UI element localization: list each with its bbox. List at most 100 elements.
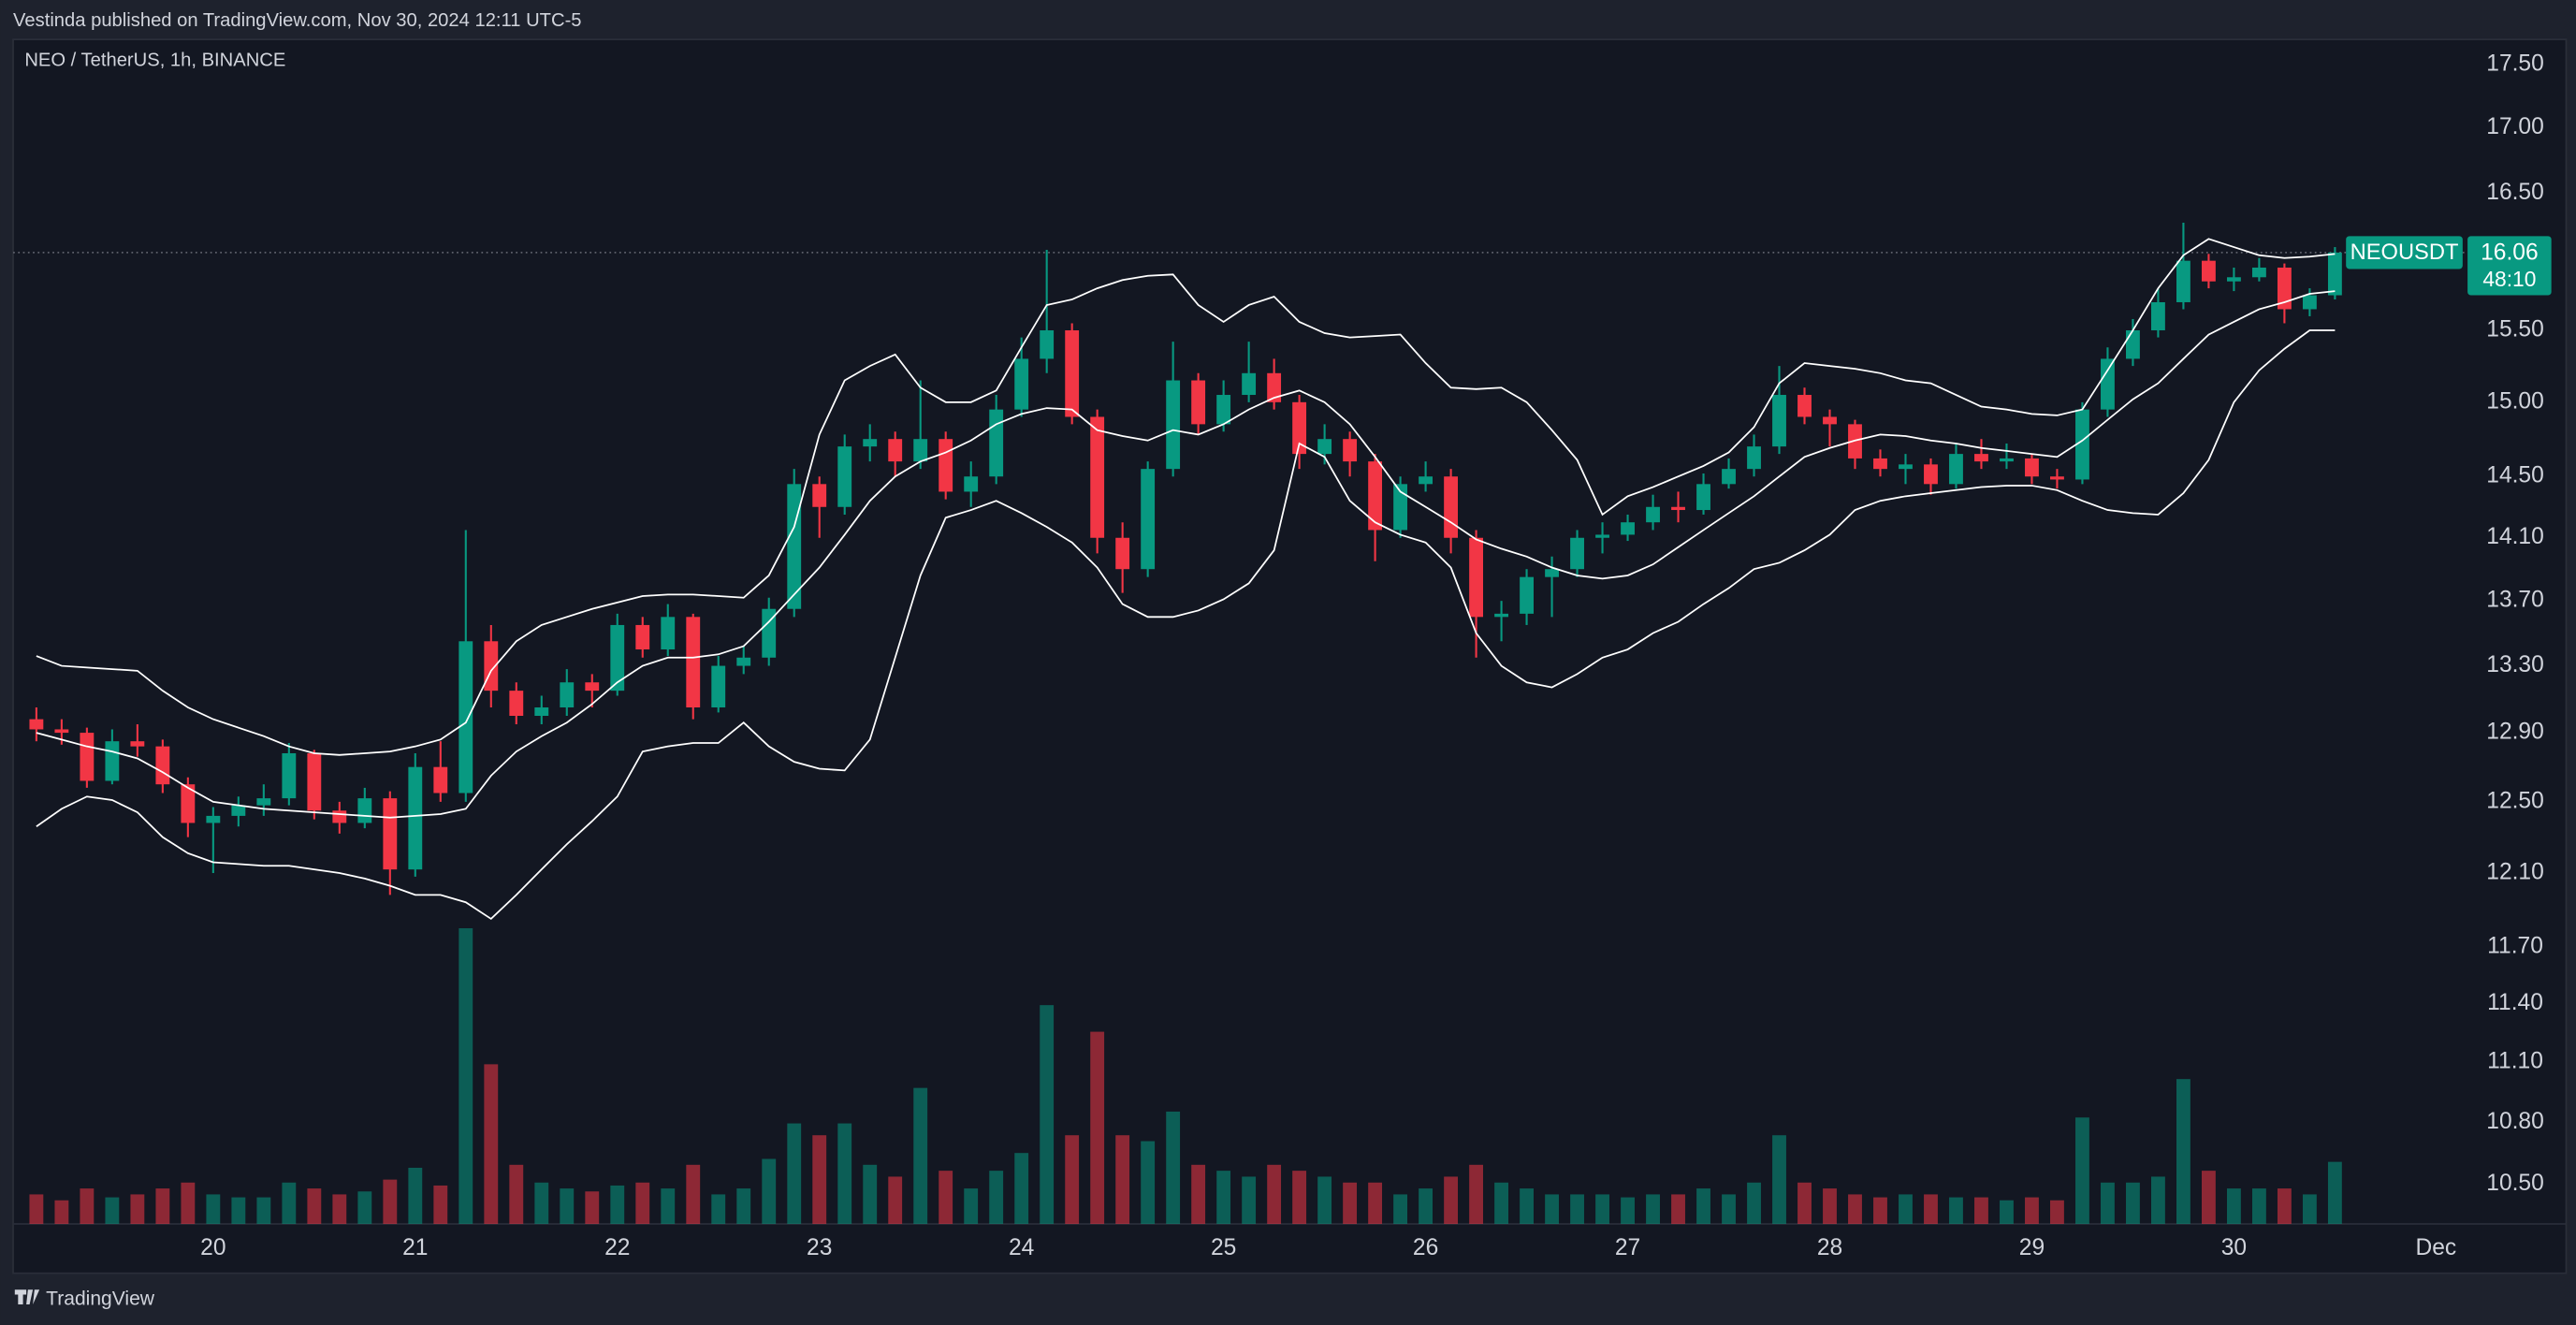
- volume-bar: [1242, 1176, 1257, 1225]
- volume-bar: [1899, 1194, 1913, 1225]
- x-tick-label: 25: [1211, 1235, 1236, 1260]
- volume-bar: [2025, 1197, 2039, 1225]
- y-tick-label: 11.40: [2487, 990, 2543, 1015]
- candle-body: [1696, 484, 1710, 511]
- candle-body: [1014, 358, 1029, 410]
- x-tick-label: 21: [402, 1235, 428, 1260]
- volume-bar: [2151, 1176, 2165, 1225]
- volume-bar: [1090, 1031, 1105, 1225]
- volume-bar: [1949, 1197, 1963, 1225]
- volume-bar: [1065, 1135, 1080, 1225]
- candle-body: [155, 746, 170, 785]
- x-tick-label: 30: [2221, 1235, 2247, 1260]
- volume-bar: [913, 1087, 928, 1225]
- candle-body: [2025, 458, 2039, 477]
- candle-body: [989, 409, 1004, 477]
- candle-body: [2075, 409, 2089, 480]
- volume-bar: [787, 1123, 802, 1225]
- candle-body: [54, 729, 69, 734]
- candle-body: [2050, 476, 2064, 480]
- volume-bar: [964, 1188, 979, 1225]
- volume-bar: [1873, 1197, 1887, 1225]
- candle-body: [1949, 454, 1963, 485]
- candle-body: [585, 682, 600, 692]
- volume-bar: [585, 1191, 600, 1225]
- volume-bar: [1646, 1194, 1660, 1225]
- candle-body: [1065, 330, 1080, 417]
- candle-body: [1419, 476, 1434, 485]
- candle-body: [509, 691, 524, 717]
- candle-body: [1216, 395, 1231, 425]
- candle-body: [1646, 506, 1660, 523]
- bollinger-upper: [36, 238, 2336, 756]
- volume: [29, 927, 2342, 1225]
- candle-body: [863, 439, 878, 447]
- volume-bar: [1621, 1197, 1635, 1225]
- y-tick-label: 14.10: [2486, 524, 2544, 549]
- y-tick-label: 16.50: [2486, 180, 2544, 205]
- volume-bar: [1115, 1135, 1130, 1225]
- volume-bar: [1671, 1194, 1685, 1225]
- y-tick-label: 11.10: [2487, 1049, 2543, 1074]
- y-tick-label: 17.00: [2486, 114, 2544, 139]
- x-tick-label: 22: [604, 1235, 630, 1260]
- symbol-label: NEO / TetherUS, 1h, BINANCE: [24, 50, 285, 70]
- publish-header: Vestinda published on TradingView.com, N…: [13, 10, 582, 31]
- volume-bar: [1722, 1194, 1736, 1225]
- candle-body: [686, 617, 701, 708]
- candle-body: [1899, 464, 1913, 470]
- volume-bar: [686, 1164, 701, 1225]
- volume-bar: [2101, 1182, 2115, 1225]
- candle-body: [1924, 464, 1938, 485]
- volume-bar: [635, 1182, 650, 1225]
- candle-body: [762, 608, 777, 658]
- volume-bar: [2126, 1182, 2140, 1225]
- candle-body: [458, 641, 473, 794]
- candle-body: [1595, 534, 1609, 538]
- candle-body: [736, 657, 751, 666]
- footer-brand: TradingView: [46, 1288, 155, 1309]
- volume-bar: [1317, 1176, 1332, 1225]
- candle-body: [357, 798, 372, 823]
- candle-body: [2201, 260, 2216, 282]
- volume-bar: [1747, 1182, 1761, 1225]
- candle-body: [661, 617, 676, 650]
- volume-bar: [282, 1182, 297, 1225]
- candle-body: [1393, 484, 1408, 531]
- volume-bar: [1419, 1188, 1434, 1225]
- volume-bar: [2201, 1171, 2216, 1225]
- volume-bar: [1014, 1153, 1029, 1225]
- candle-body: [332, 810, 347, 823]
- candle-body: [1242, 372, 1257, 396]
- candle-body: [1494, 613, 1508, 618]
- volume-bar: [130, 1194, 145, 1225]
- candle-body: [635, 624, 650, 650]
- volume-bar: [433, 1185, 448, 1225]
- volume-bar: [105, 1197, 120, 1225]
- candle-body: [1368, 461, 1383, 531]
- y-tick-label: 14.50: [2486, 463, 2544, 488]
- volume-bar: [1368, 1182, 1383, 1225]
- candle-body: [2226, 277, 2241, 282]
- volume-bar: [1444, 1176, 1459, 1225]
- volume-bar: [357, 1191, 372, 1225]
- candle-body: [2251, 267, 2266, 278]
- y-tick-label: 11.70: [2487, 933, 2543, 958]
- volume-bar: [560, 1188, 575, 1225]
- volume-bar: [989, 1171, 1004, 1225]
- volume-bar: [1469, 1164, 1484, 1225]
- candle-body: [2126, 330, 2140, 359]
- candle-body: [1873, 458, 1887, 470]
- y-tick-label: 13.30: [2486, 652, 2544, 677]
- candle-body: [1772, 395, 1786, 447]
- volume-bar: [2302, 1194, 2317, 1225]
- volume-bar: [332, 1194, 347, 1225]
- volume-bar: [307, 1188, 322, 1225]
- volume-bar: [54, 1200, 69, 1225]
- candle-body: [383, 798, 398, 870]
- candle-body: [888, 439, 903, 462]
- chart-pane: [12, 38, 2568, 1274]
- volume-bar: [484, 1064, 499, 1225]
- candle-body: [80, 733, 95, 781]
